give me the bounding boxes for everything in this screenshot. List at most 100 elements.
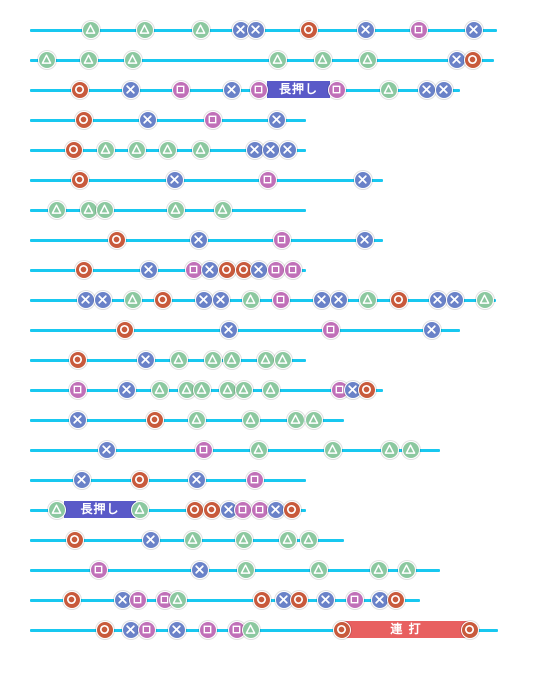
cross-icon — [313, 291, 331, 309]
cross-icon — [220, 321, 238, 339]
triangle-icon — [223, 351, 241, 369]
rapid-bar: 連 打 — [342, 621, 470, 638]
square-icon — [246, 471, 264, 489]
note-lane — [0, 140, 548, 160]
triangle-icon — [305, 411, 323, 429]
note-lane — [0, 530, 548, 550]
note-lane — [0, 230, 548, 250]
triangle-icon — [188, 411, 206, 429]
triangle-icon — [192, 21, 210, 39]
triangle-icon — [300, 531, 318, 549]
cross-icon — [429, 291, 447, 309]
cross-icon — [354, 171, 372, 189]
circle-icon — [253, 591, 271, 609]
cross-icon — [191, 561, 209, 579]
triangle-icon — [287, 411, 305, 429]
cross-icon — [330, 291, 348, 309]
circle-icon — [300, 21, 318, 39]
triangle-icon — [131, 501, 149, 519]
triangle-icon — [359, 51, 377, 69]
circle-icon — [75, 261, 93, 279]
triangle-icon — [257, 351, 275, 369]
cross-icon — [139, 111, 157, 129]
cross-icon — [94, 291, 112, 309]
cross-icon — [122, 81, 140, 99]
triangle-icon — [380, 81, 398, 99]
lane-track — [30, 599, 420, 602]
cross-icon — [317, 591, 335, 609]
note-lane — [0, 380, 548, 400]
circle-icon — [69, 351, 87, 369]
triangle-icon — [219, 381, 237, 399]
lane-track — [30, 449, 440, 452]
cross-icon — [246, 141, 264, 159]
note-lane — [0, 260, 548, 280]
triangle-icon — [359, 291, 377, 309]
hold-bar: 長押し — [64, 501, 136, 518]
note-lane — [0, 470, 548, 490]
cross-icon — [418, 81, 436, 99]
triangle-icon — [398, 561, 416, 579]
square-icon — [234, 501, 252, 519]
triangle-icon — [184, 531, 202, 549]
triangle-icon — [124, 291, 142, 309]
cross-icon — [188, 471, 206, 489]
square-icon — [90, 561, 108, 579]
triangle-icon — [136, 21, 154, 39]
cross-icon — [168, 621, 186, 639]
cross-icon — [465, 21, 483, 39]
note-lane — [0, 20, 548, 40]
cross-icon — [77, 291, 95, 309]
square-icon — [328, 81, 346, 99]
cross-icon — [122, 621, 140, 639]
circle-icon — [283, 501, 301, 519]
triangle-icon — [97, 141, 115, 159]
cross-icon — [118, 381, 136, 399]
lane-track — [30, 59, 494, 62]
square-icon — [346, 591, 364, 609]
circle-icon — [96, 621, 114, 639]
cross-icon — [98, 441, 116, 459]
note-lane — [0, 320, 548, 340]
cross-icon — [166, 171, 184, 189]
circle-icon — [131, 471, 149, 489]
triangle-icon — [192, 141, 210, 159]
triangle-icon — [169, 591, 187, 609]
note-lane — [0, 560, 548, 580]
circle-icon — [387, 591, 405, 609]
cross-icon — [73, 471, 91, 489]
circle-icon — [358, 381, 376, 399]
cross-icon — [279, 141, 297, 159]
cross-icon — [435, 81, 453, 99]
triangle-icon — [38, 51, 56, 69]
square-icon — [259, 171, 277, 189]
square-icon — [410, 21, 428, 39]
triangle-icon — [235, 531, 253, 549]
circle-icon — [186, 501, 204, 519]
note-lane — [0, 290, 548, 310]
circle-icon — [203, 501, 221, 519]
cross-icon — [356, 231, 374, 249]
circle-icon — [218, 261, 236, 279]
lane-track — [30, 479, 306, 482]
hold-label: 長押し — [80, 502, 120, 516]
circle-icon — [71, 81, 89, 99]
triangle-icon — [96, 201, 114, 219]
circle-icon — [63, 591, 81, 609]
square-icon — [129, 591, 147, 609]
circle-icon — [108, 231, 126, 249]
note-lane — [0, 170, 548, 190]
triangle-icon — [242, 291, 260, 309]
note-lane — [0, 590, 548, 610]
circle-icon — [66, 531, 84, 549]
cross-icon — [371, 591, 389, 609]
cross-icon — [140, 261, 158, 279]
square-icon — [199, 621, 217, 639]
square-icon — [267, 261, 285, 279]
triangle-icon — [193, 381, 211, 399]
circle-icon — [65, 141, 83, 159]
note-lane — [0, 440, 548, 460]
circle-icon — [461, 621, 479, 639]
circle-icon — [116, 321, 134, 339]
